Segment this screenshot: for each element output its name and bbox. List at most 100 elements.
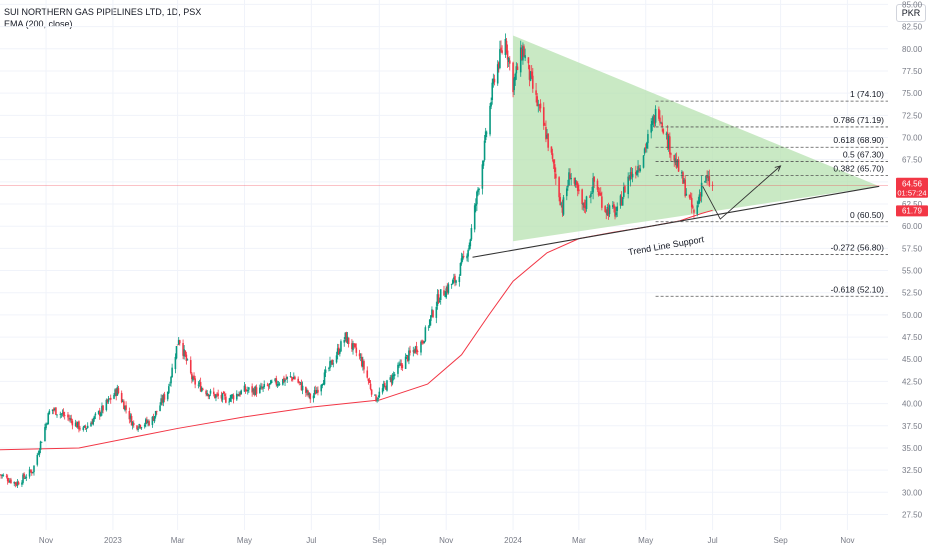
candle-body: [578, 189, 580, 192]
candle-body: [485, 132, 488, 134]
candle-body: [91, 422, 93, 425]
candle-body: [536, 96, 538, 107]
candle-body: [138, 424, 141, 428]
candle-body: [404, 356, 407, 369]
candle-body: [416, 351, 419, 352]
candle-body: [38, 450, 41, 455]
time-tick-label: Sep: [372, 536, 387, 545]
candle-body: [63, 415, 66, 416]
candle-body: [535, 90, 537, 95]
candle-body: [216, 393, 218, 395]
candle-body: [390, 378, 393, 383]
projection-path: [702, 165, 781, 220]
candle-body: [86, 425, 89, 429]
candle-body: [245, 389, 248, 391]
candle-body: [39, 441, 42, 450]
candle-body: [244, 386, 247, 392]
candle-body: [389, 377, 392, 380]
candle-body: [437, 294, 440, 303]
candle-body: [240, 390, 242, 395]
candle-body: [10, 479, 12, 484]
candle-body: [176, 344, 179, 346]
candle-body: [44, 427, 46, 442]
candle-body: [489, 105, 491, 135]
candle-body: [168, 386, 170, 393]
candle-body: [693, 209, 695, 213]
candle-body: [381, 388, 384, 393]
candle-body: [624, 186, 626, 193]
fib-level-label: 0.618 (68.90): [833, 135, 884, 145]
candle-body: [414, 346, 417, 353]
candle-body: [638, 168, 640, 170]
candle-body: [284, 379, 286, 382]
candle-body: [236, 393, 238, 400]
candle-body: [507, 58, 510, 62]
candle-body: [276, 384, 279, 386]
candle-body: [684, 179, 686, 197]
candle-body: [105, 399, 108, 411]
indicator-label[interactable]: EMA (200, close): [4, 19, 73, 29]
candle-body: [462, 255, 465, 257]
candle-body: [614, 207, 616, 217]
candle-body: [40, 441, 43, 443]
candle-body: [70, 418, 73, 421]
candle-body: [90, 422, 92, 427]
candle-body: [619, 195, 622, 206]
candle-body: [711, 184, 714, 186]
candle-body: [178, 340, 181, 344]
time-axis[interactable]: Nov 2023 Mar May Jul Sep Nov 2024 Mar May Jul Sep No…: [39, 536, 855, 545]
candle-body: [132, 423, 135, 425]
candle-body: [37, 453, 40, 455]
candle-body: [130, 416, 133, 426]
candle-body: [438, 301, 441, 303]
candle-body: [329, 361, 331, 369]
candle-body: [569, 174, 571, 180]
candle-body: [32, 471, 34, 473]
candle-body: [97, 410, 100, 414]
price-tick-label: 30.00: [902, 488, 923, 497]
price-tick-label: 52.50: [902, 289, 923, 298]
candle-body: [559, 197, 562, 206]
candle-body: [340, 341, 342, 352]
candle-body: [544, 124, 546, 126]
candle-body: [183, 349, 185, 357]
time-tick-label: 2023: [104, 536, 122, 545]
candle-body: [565, 188, 568, 197]
candle-body: [444, 296, 446, 298]
candle-body: [669, 136, 671, 155]
candle-body: [283, 377, 285, 383]
candle-body: [391, 375, 394, 384]
price-tick-label: 47.50: [902, 333, 923, 342]
currency-label[interactable]: PKR: [896, 4, 926, 22]
candle-body: [482, 160, 485, 166]
candle-body: [606, 207, 609, 215]
candle-body: [163, 394, 166, 400]
candle-body: [450, 283, 453, 286]
candle-body: [529, 71, 532, 81]
candle-body: [6, 477, 9, 482]
candle-body: [306, 390, 308, 393]
symbol-title[interactable]: SUI NORTHERN GAS PIPELINES LTD, 1D, PSX: [4, 7, 202, 17]
candle-body: [320, 385, 323, 392]
candle-body: [461, 255, 464, 261]
candle-body: [2, 475, 5, 476]
candle-body: [238, 394, 240, 397]
candle-body: [16, 481, 19, 486]
candle-body: [330, 360, 332, 363]
candle-body: [504, 38, 507, 55]
candle-body: [627, 176, 629, 195]
candle-body: [468, 245, 471, 250]
candle-body: [225, 396, 227, 403]
candle-body: [148, 421, 150, 426]
candle-body: [207, 394, 210, 397]
candle-body: [5, 475, 8, 477]
candle-body: [585, 196, 588, 210]
candle-body: [351, 343, 353, 350]
candle-body: [255, 387, 258, 394]
fib-level-label: 0.786 (71.19): [833, 115, 884, 125]
candle-body: [94, 413, 97, 416]
price-axis[interactable]: 27.50 30.00 32.50 35.00 37.50 40.00 42.50 45.00…: [902, 0, 923, 519]
candle-body: [108, 398, 111, 400]
candle-body: [145, 419, 147, 425]
